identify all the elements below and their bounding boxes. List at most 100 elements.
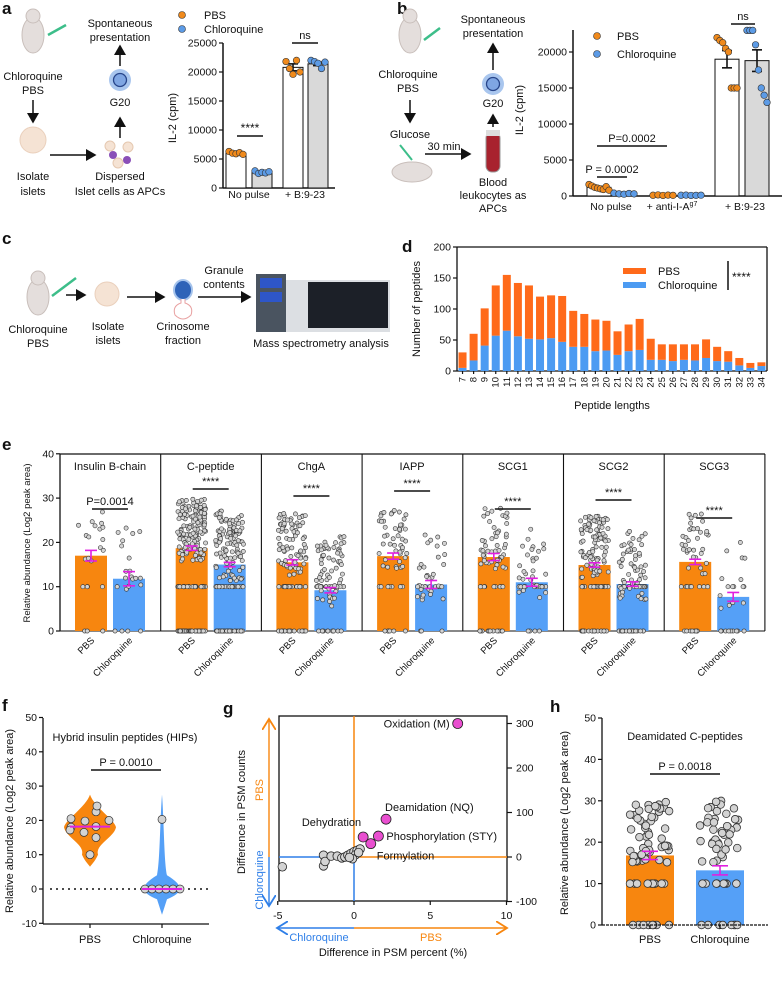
data-point	[686, 565, 691, 571]
data-point	[299, 628, 305, 634]
data-point	[734, 628, 739, 634]
bar-chloroquine	[668, 361, 677, 371]
legend-label: PBS	[204, 10, 226, 22]
data-point	[286, 628, 292, 634]
data-point	[202, 506, 208, 512]
chart-title: Deamidated C-peptides	[627, 731, 743, 743]
data-point	[630, 190, 638, 198]
data-point	[402, 526, 408, 532]
data-point	[600, 517, 606, 523]
superscript: g7	[690, 201, 698, 208]
readout-label: Spontaneous	[88, 18, 153, 30]
data-point	[633, 628, 639, 634]
data-point	[177, 512, 183, 517]
data-point	[592, 534, 598, 540]
data-point	[183, 506, 188, 512]
y-tick-label: 0	[590, 920, 596, 932]
y-tick-label: 20	[584, 837, 596, 849]
data-point	[281, 511, 287, 516]
point-label: Phosphorylation (STY)	[386, 831, 497, 843]
bar-pbs	[558, 295, 567, 342]
data-point	[295, 530, 300, 536]
data-point	[502, 541, 508, 547]
chart-b: 0 5000 10000 15000 20000 IL-2 (cpm) No pulse + …	[514, 11, 782, 213]
islet-icon	[19, 126, 47, 154]
bar-pbs	[746, 362, 755, 368]
data-point	[217, 511, 223, 517]
legend-label: Chloroquine	[658, 280, 717, 292]
data-point	[86, 534, 92, 540]
data-point	[181, 523, 187, 529]
data-point	[192, 516, 198, 522]
subpanel-title: Insulin B-chain	[74, 461, 146, 473]
bar-pbs	[502, 274, 511, 331]
data-point	[125, 628, 131, 634]
data-point	[197, 529, 203, 535]
data-point	[289, 70, 297, 78]
bar-pbs	[491, 285, 500, 336]
bar-chloroquine	[757, 366, 766, 371]
data-point	[582, 514, 588, 520]
data-point	[382, 628, 388, 634]
data-point	[234, 542, 240, 548]
data-point	[701, 584, 707, 590]
significance-label: ns	[737, 11, 749, 23]
data-point	[718, 628, 724, 634]
y-tick-label: 30	[25, 781, 37, 793]
data-point	[603, 544, 609, 550]
y-tick-label: 200	[433, 242, 451, 254]
x-tick-label: 20	[601, 377, 612, 388]
bar-chloroquine	[513, 336, 522, 371]
x-tick-label: PBS	[177, 635, 198, 656]
data-point	[678, 584, 684, 590]
bar-pbs	[757, 362, 766, 367]
bar-chloroquine	[635, 349, 644, 371]
significance-label: P=0.0014	[86, 496, 133, 508]
x-axis-label: Peptide lengths	[574, 400, 650, 412]
data-point	[281, 521, 287, 526]
y-positive-label: PBS	[254, 779, 266, 801]
data-point	[491, 584, 497, 590]
data-point	[726, 602, 732, 608]
y-tick-label: 50	[439, 335, 451, 347]
data-point	[180, 556, 185, 562]
data-point	[137, 575, 143, 581]
data-point	[100, 547, 106, 553]
data-point	[638, 572, 644, 578]
x-tick-label: + anti-I-Ag7	[647, 201, 698, 213]
data-point	[616, 559, 622, 565]
data-point	[228, 535, 234, 541]
x-tick-label: PBS	[378, 635, 399, 656]
data-point	[177, 628, 183, 634]
data-point	[238, 628, 244, 634]
data-point	[338, 541, 344, 547]
x-tick-label: 27	[679, 377, 690, 388]
data-point	[297, 523, 303, 529]
data-point	[588, 515, 594, 520]
data-point	[378, 584, 384, 590]
data-point	[157, 815, 167, 824]
x-tick-label: 10	[491, 377, 502, 388]
data-point	[704, 529, 710, 534]
data-point	[388, 511, 394, 517]
data-point	[733, 920, 742, 930]
data-point	[224, 541, 230, 547]
data-point	[84, 628, 90, 634]
dispersed-label: Dispersed	[95, 171, 145, 183]
data-point	[222, 553, 227, 559]
bar-pbs	[580, 313, 589, 347]
data-point	[521, 584, 527, 590]
subpanel-title: SCG3	[699, 461, 729, 473]
data-point	[331, 628, 336, 634]
y-tick-label: 25000	[188, 38, 217, 50]
x-tick-label: 10	[501, 910, 513, 922]
data-point	[733, 843, 742, 853]
data-point	[289, 521, 295, 527]
data-point	[303, 556, 309, 562]
x-tick-label: 19	[590, 377, 601, 388]
data-point	[493, 566, 498, 572]
data-point	[593, 513, 599, 519]
y-tick-label: 10	[25, 849, 37, 861]
significance-label: ****	[732, 270, 751, 284]
granule-label: Granule	[204, 265, 243, 277]
